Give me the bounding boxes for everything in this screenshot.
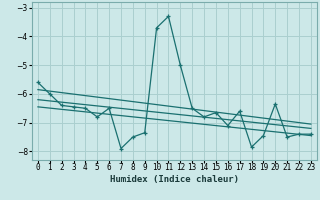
X-axis label: Humidex (Indice chaleur): Humidex (Indice chaleur): [110, 175, 239, 184]
